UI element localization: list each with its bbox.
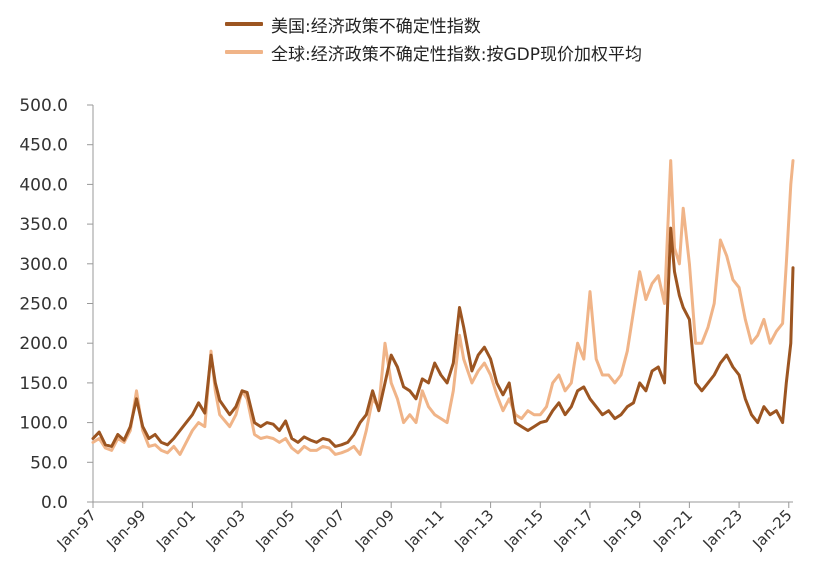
- x-tick-label: Jan-19: [599, 506, 646, 553]
- y-axis: 0.0 50.0 100.0 150.0 200.0 250.0 300.0 350.0 400…: [19, 96, 94, 513]
- x-tick-label: Jan-07: [301, 506, 348, 553]
- x-tick-label: Jan-23: [699, 506, 746, 553]
- x-tick-label: Jan-97: [53, 506, 100, 553]
- series-line-global: [91, 159, 795, 456]
- legend-label-global: 全球:经济政策不确定性指数:按GDP现价加权平均: [271, 44, 642, 65]
- y-tick-label: 50.0: [30, 453, 68, 473]
- x-tick-label: Jan-21: [649, 506, 696, 553]
- y-tick-label: 250.0: [19, 295, 68, 315]
- x-tick-label: Jan-17: [550, 506, 597, 553]
- chart-legend: 美国:经济政策不确定性指数 全球:经济政策不确定性指数:按GDP现价加权平均: [225, 10, 642, 66]
- series-line-us: [91, 226, 795, 448]
- x-tick-label: Jan-13: [450, 506, 497, 553]
- x-tick-label: Jan-11: [401, 506, 448, 553]
- legend-label-us: 美国:经济政策不确定性指数: [271, 16, 481, 37]
- legend-item-us: 美国:经济政策不确定性指数: [225, 10, 642, 38]
- y-tick-label: 350.0: [19, 215, 68, 235]
- y-tick-label: 450.0: [19, 136, 68, 156]
- y-tick-label: 0.0: [41, 493, 68, 513]
- y-tick-label: 150.0: [19, 374, 68, 394]
- x-tick-label: Jan-09: [351, 506, 398, 553]
- series-layer: [91, 159, 795, 456]
- y-tick-label: 200.0: [19, 334, 68, 354]
- x-axis: Jan-97 Jan-99 Jan-01 Jan-03 Jan-05 Jan-07 Jan-…: [53, 501, 796, 553]
- y-tick-label: 100.0: [19, 414, 68, 434]
- y-tick-label: 500.0: [19, 96, 68, 116]
- x-tick-label: Jan-05: [252, 506, 299, 553]
- legend-swatch-us: [225, 22, 263, 26]
- y-tick-label: 400.0: [19, 175, 68, 195]
- legend-swatch-global: [225, 50, 263, 54]
- x-tick-label: Jan-01: [152, 506, 199, 553]
- legend-item-global: 全球:经济政策不确定性指数:按GDP现价加权平均: [225, 38, 642, 66]
- x-tick-label: Jan-25: [748, 506, 795, 553]
- y-tick-label: 300.0: [19, 255, 68, 275]
- x-tick-label: Jan-15: [500, 506, 547, 553]
- x-tick-label: Jan-03: [202, 506, 249, 553]
- x-tick-label: Jan-99: [102, 506, 149, 553]
